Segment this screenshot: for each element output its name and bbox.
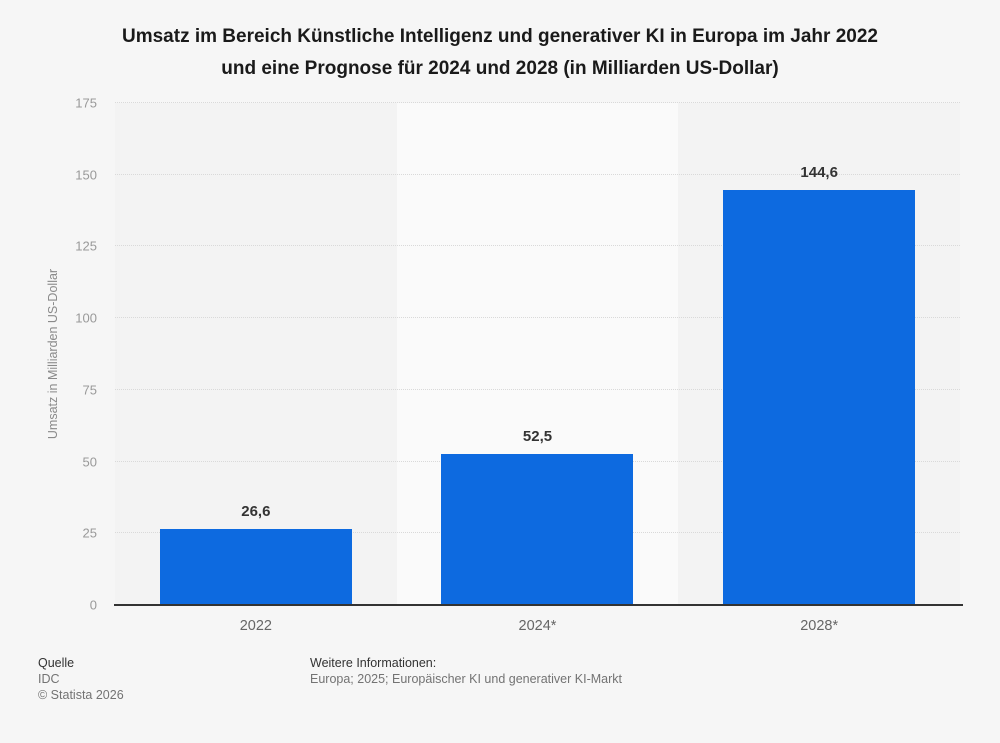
x-axis-line (114, 604, 963, 606)
gridline (115, 245, 960, 247)
chart-title: Umsatz im Bereich Künstliche Intelligenz… (0, 21, 1000, 85)
gridline (115, 102, 960, 103)
y-tick-label: 175 (75, 95, 97, 111)
chart-title-line-2: und eine Prognose für 2024 und 2028 (in … (221, 58, 779, 79)
plot-area: 26,6 2022 52,5 2024* 144,6 2028* (114, 102, 963, 634)
x-axis-label: 2028* (800, 618, 839, 634)
y-axis-tick-labels: 0 25 50 75 100 125 150 175 (0, 96, 97, 613)
bar-column: 144,6 2028* (678, 103, 960, 634)
plot-band (115, 103, 397, 605)
gridline (115, 317, 960, 319)
y-tick-label: 25 (82, 525, 97, 541)
y-tick-label: 0 (89, 597, 97, 613)
x-axis-label: 2024* (518, 618, 557, 634)
chart-title-line-1: Umsatz im Bereich Künstliche Intelligenz… (122, 26, 878, 47)
info-block: Weitere Informationen: Europa; 2025; Eur… (310, 655, 622, 687)
source-label: Quelle (38, 656, 75, 670)
y-tick-label: 100 (75, 310, 97, 326)
y-tick-label: 150 (75, 167, 97, 183)
bar[interactable] (159, 528, 352, 605)
gridline (115, 388, 960, 390)
bar-value-label: 144,6 (800, 164, 838, 182)
bar-column: 52,5 2024* (397, 103, 679, 634)
gridline (115, 173, 960, 175)
copyright: © Statista 2026 (38, 688, 124, 702)
y-tick-label: 75 (82, 382, 97, 398)
bar-value-label: 52,5 (522, 428, 553, 446)
source-value: IDC (38, 672, 60, 686)
bar-column: 26,6 2022 (115, 103, 397, 634)
bar-value-label: 26,6 (241, 502, 271, 520)
y-tick-label: 50 (82, 454, 97, 470)
info-value: Europa; 2025; Europäischer KI und genera… (310, 672, 622, 686)
y-tick-label: 125 (75, 238, 97, 254)
info-label: Weitere Informationen: (310, 656, 437, 670)
bar[interactable] (441, 454, 634, 605)
source-block: Quelle IDC © Statista 2026 (38, 655, 124, 703)
x-axis-label: 2022 (239, 618, 272, 634)
bar[interactable] (723, 190, 916, 605)
